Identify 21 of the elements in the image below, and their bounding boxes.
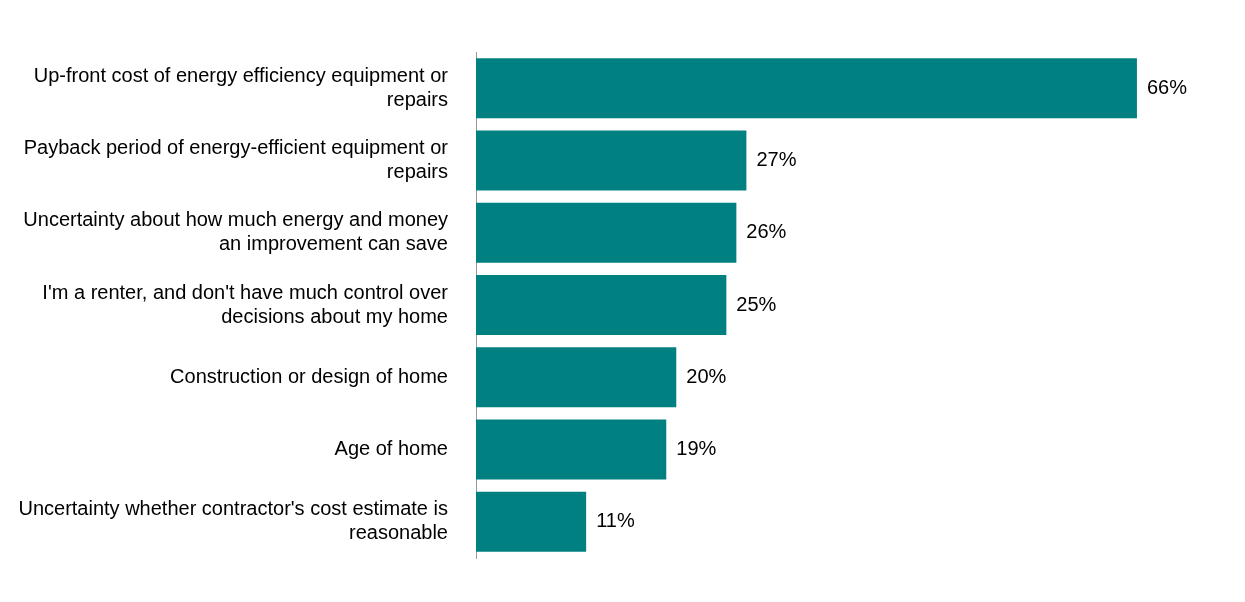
- data-label: 26%: [746, 220, 787, 243]
- y-tick-label: Age of home: [334, 437, 448, 460]
- bar: [476, 130, 747, 191]
- data-label: 20%: [686, 364, 727, 387]
- bar: [476, 491, 587, 552]
- bar: [476, 419, 667, 480]
- data-label: 27%: [756, 147, 797, 170]
- y-tick-label: I'm a renter, and don't have much control over decisions about my home: [42, 280, 449, 327]
- data-label: 11%: [596, 509, 635, 532]
- data-label: 19%: [676, 437, 717, 460]
- bar: [476, 202, 737, 263]
- y-tick-label: Up-front cost of energy efficiency equipment or repairs: [33, 63, 449, 110]
- y-tick-label: Uncertainty about how much energy and money an improvement can save: [23, 208, 448, 255]
- y-tick-label: Uncertainty whether contractor's cost estimate is reasonable: [18, 497, 448, 544]
- data-label: 25%: [736, 292, 777, 315]
- bar: [476, 275, 727, 335]
- bar: [476, 58, 1137, 119]
- y-tick-label: Payback period of energy-efficient equipment or repairs: [23, 135, 449, 182]
- y-tick-label: Construction or design of home: [170, 364, 448, 387]
- data-label: 66%: [1146, 75, 1188, 98]
- bar: [476, 347, 677, 408]
